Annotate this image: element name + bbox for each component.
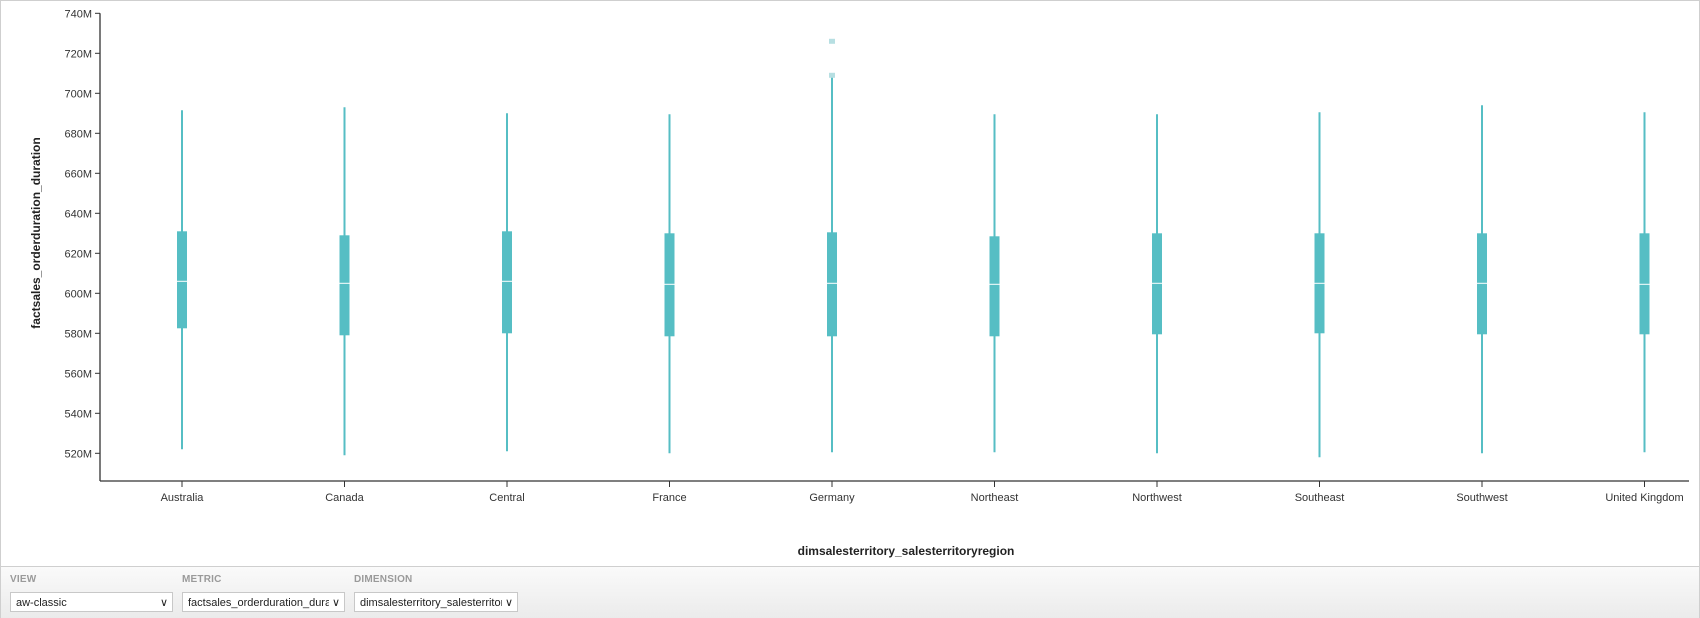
y-tick-label: 620M [64,248,92,260]
box-marks [177,38,1650,458]
y-tick-label: 660M [64,168,92,180]
box [339,235,350,336]
x-tick-label: Central [489,492,524,504]
view-value: aw-classic [16,597,67,609]
metric-select[interactable]: factsales_orderduration_dura ∨ [182,592,345,612]
outlier-point [829,72,835,78]
chevron-down-icon: ∨ [156,593,168,611]
chevron-down-icon: ∨ [328,593,340,611]
boxplot-chart: 520M 540M 560M 580M 600M 620M 640M 660M 680M 700M… [29,8,1689,558]
x-tick-label: Southwest [1456,492,1507,504]
box [989,236,1000,337]
y-tick-label: 580M [64,328,92,340]
x-tick-label: Northwest [1132,492,1182,504]
y-tick-label: 680M [64,128,92,140]
metric-value: factsales_orderduration_dura [188,597,332,609]
x-tick-label: Australia [161,492,205,504]
x-tick-label: Canada [325,492,364,504]
metric-label: METRIC [182,574,222,585]
x-tick-label: Northeast [971,492,1019,504]
x-tick-label: United Kingdom [1605,492,1683,504]
y-tick-label: 540M [64,408,92,420]
x-axis-title: dimsalesterritory_salesterritoryregion [798,544,1015,558]
dimension-value: dimsalesterritory_salesterritor [360,597,505,609]
box [502,231,512,334]
x-tick-label: France [652,492,686,504]
view-control: VIEW aw-classic ∨ [10,574,173,612]
x-tick-label: Germany [809,492,855,504]
box [177,231,187,329]
box [827,232,837,337]
y-tick-label: 560M [64,368,92,380]
controls-panel: VIEW aw-classic ∨ METRIC factsales_orderd… [1,566,1699,618]
dimension-label: DIMENSION [354,574,413,585]
outlier-point [829,38,835,44]
y-tick-label: 520M [64,448,92,460]
y-tick-label: 640M [64,208,92,220]
dimension-control: DIMENSION dimsalesterritory_salesterrito… [354,574,518,612]
chevron-down-icon: ∨ [501,593,513,611]
metric-control: METRIC factsales_orderduration_dura ∨ [182,574,345,612]
y-axis: 520M 540M 560M 580M 600M 620M 640M 660M 680M 700M… [64,8,101,481]
x-tick-label: Southeast [1295,492,1345,504]
view-label: VIEW [10,574,37,585]
dimension-select[interactable]: dimsalesterritory_salesterritor ∨ [354,592,518,612]
view-select[interactable]: aw-classic ∨ [10,592,173,612]
y-tick-label: 740M [64,8,92,20]
y-tick-label: 700M [64,88,92,100]
y-axis-title: factsales_orderduration_duration [29,137,43,328]
x-axis: Australia Canada Central France Germany North… [100,480,1689,504]
y-tick-label: 600M [64,288,92,300]
y-tick-label: 720M [64,48,92,60]
